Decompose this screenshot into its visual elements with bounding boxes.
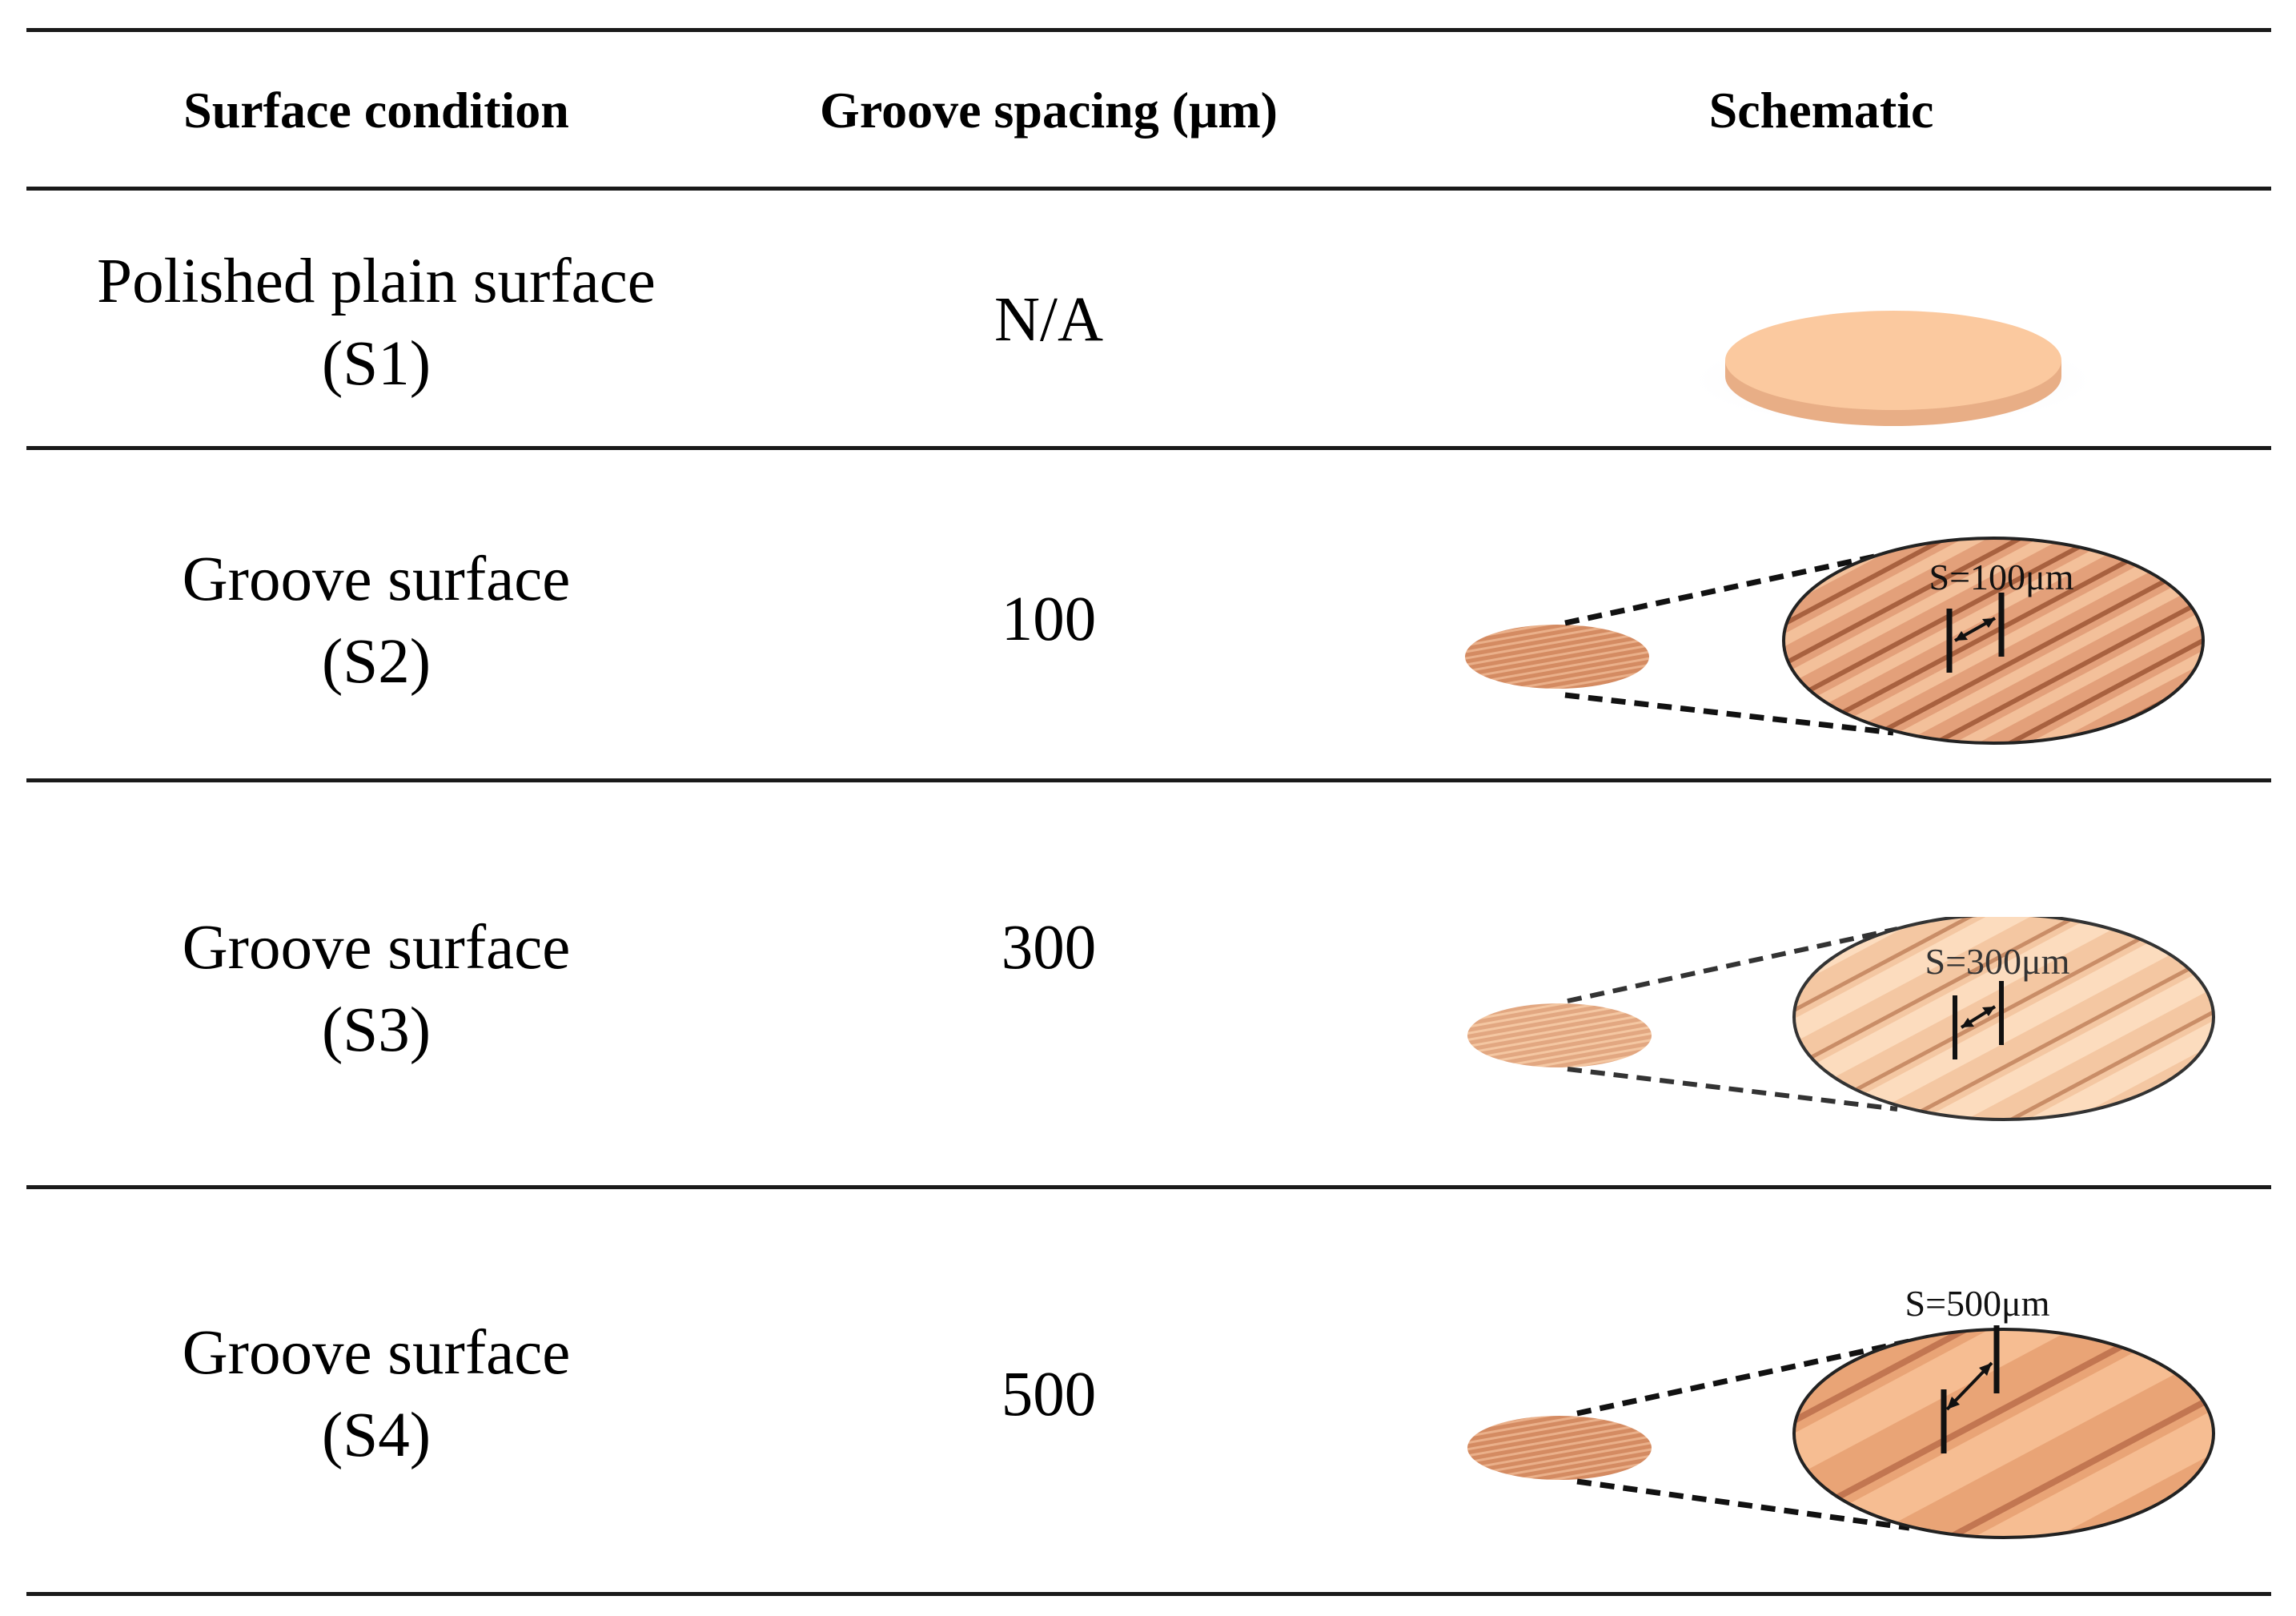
- row-s1-condition: Polished plain surface (S1): [32, 240, 721, 405]
- header-schematic: Schematic: [1708, 82, 1934, 139]
- condition-line-2: (S3): [321, 995, 432, 1065]
- row-divider: [26, 1185, 2271, 1189]
- condition-line-2: (S1): [321, 329, 432, 399]
- header-surface-condition: Surface condition: [183, 82, 569, 139]
- header-bottom-rule: [26, 187, 2271, 191]
- row-divider: [26, 778, 2271, 782]
- header-groove-spacing: Groove spacing (μm): [820, 82, 1278, 139]
- schematic-label-s3: S=300μm: [1925, 941, 2070, 982]
- condition-line-1: Polished plain surface: [97, 247, 656, 316]
- condition-line-1: Groove surface: [182, 545, 571, 614]
- condition-line-2: (S2): [321, 627, 432, 697]
- schematic-label-s2: S=100μm: [1929, 557, 2074, 597]
- table-top-rule: [26, 28, 2271, 32]
- grooved-copper-disc-icon: [1467, 917, 2215, 1121]
- row-s3-spacing: 300: [1001, 913, 1097, 983]
- schematic-label-s4: S=500μm: [1905, 1283, 2050, 1324]
- row-s4-condition: Groove surface (S4): [32, 1312, 721, 1477]
- table-bottom-rule: [26, 1592, 2271, 1596]
- row-divider: [26, 446, 2271, 450]
- row-s2-spacing: 100: [1001, 585, 1097, 654]
- row-s4-spacing: 500: [1001, 1360, 1097, 1429]
- grooved-copper-disc-icon: [1465, 537, 2205, 745]
- row-s3-condition: Groove surface (S3): [32, 906, 721, 1071]
- row-s1-spacing: N/A: [993, 285, 1104, 355]
- grooved-copper-disc-icon: [1467, 1325, 2215, 1539]
- flat-copper-disc-icon: [1685, 311, 2101, 428]
- condition-line-1: Groove surface: [182, 1318, 571, 1388]
- condition-line-2: (S4): [321, 1401, 432, 1470]
- row-s2-condition: Groove surface (S2): [32, 538, 721, 703]
- condition-line-1: Groove surface: [182, 913, 571, 983]
